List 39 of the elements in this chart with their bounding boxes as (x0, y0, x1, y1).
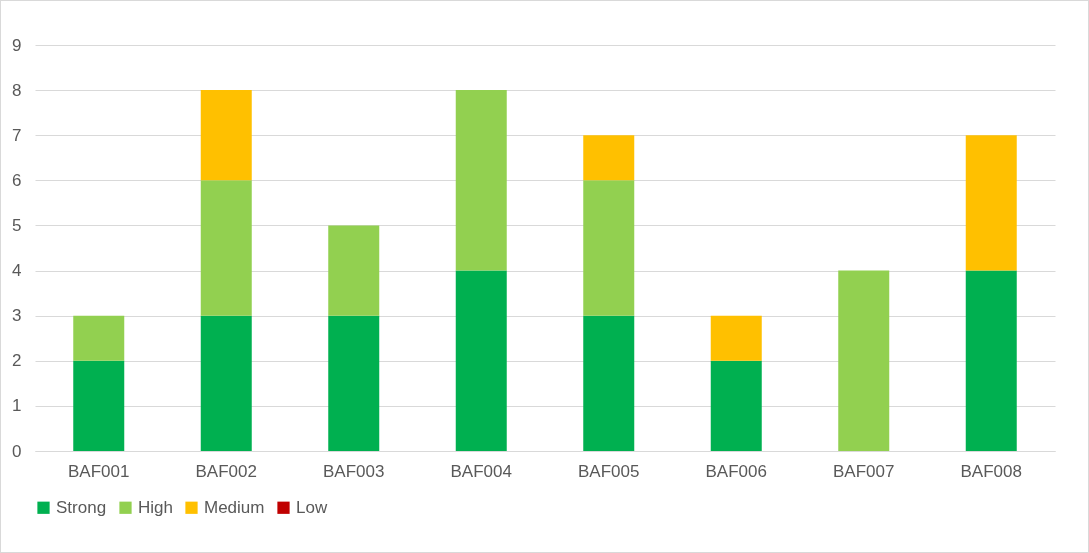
bar (200, 180, 252, 316)
y-tick-label: 2 (12, 351, 22, 371)
y-tick-label: 5 (12, 215, 22, 235)
bar (583, 180, 635, 316)
bar (710, 360, 762, 451)
bar (455, 270, 507, 451)
bar (838, 270, 890, 451)
x-tick-label: BAF002 (195, 461, 257, 481)
y-tick-label: 4 (12, 261, 22, 281)
y-tick-label: 6 (12, 170, 22, 190)
bar (965, 135, 1017, 271)
bar (200, 315, 252, 451)
x-tick-label: BAF004 (450, 461, 512, 481)
legend-label: Strong (56, 497, 107, 517)
bar (583, 135, 635, 181)
bar (328, 225, 380, 316)
x-tick-label: BAF005 (578, 461, 640, 481)
bar (73, 315, 125, 361)
bar (328, 315, 380, 451)
bar (583, 315, 635, 451)
bar (965, 270, 1017, 451)
bar (710, 315, 762, 361)
bar (200, 90, 252, 181)
legend-label: Medium (204, 497, 265, 517)
y-tick-label: 0 (12, 441, 22, 461)
legend-label: High (138, 497, 173, 517)
legend-label: Low (296, 497, 328, 517)
x-tick-label: BAF007 (833, 461, 895, 481)
bar (73, 360, 125, 451)
y-tick-label: 1 (12, 396, 22, 416)
y-tick-label: 9 (12, 35, 22, 55)
y-tick-label: 3 (12, 306, 22, 326)
x-tick-label: BAF001 (68, 461, 130, 481)
bar (455, 90, 507, 271)
x-tick-label: BAF003 (323, 461, 385, 481)
y-tick-label: 8 (12, 80, 22, 100)
x-tick-label: BAF008 (960, 461, 1022, 481)
y-tick-label: 7 (12, 125, 22, 145)
x-tick-label: BAF006 (705, 461, 767, 481)
